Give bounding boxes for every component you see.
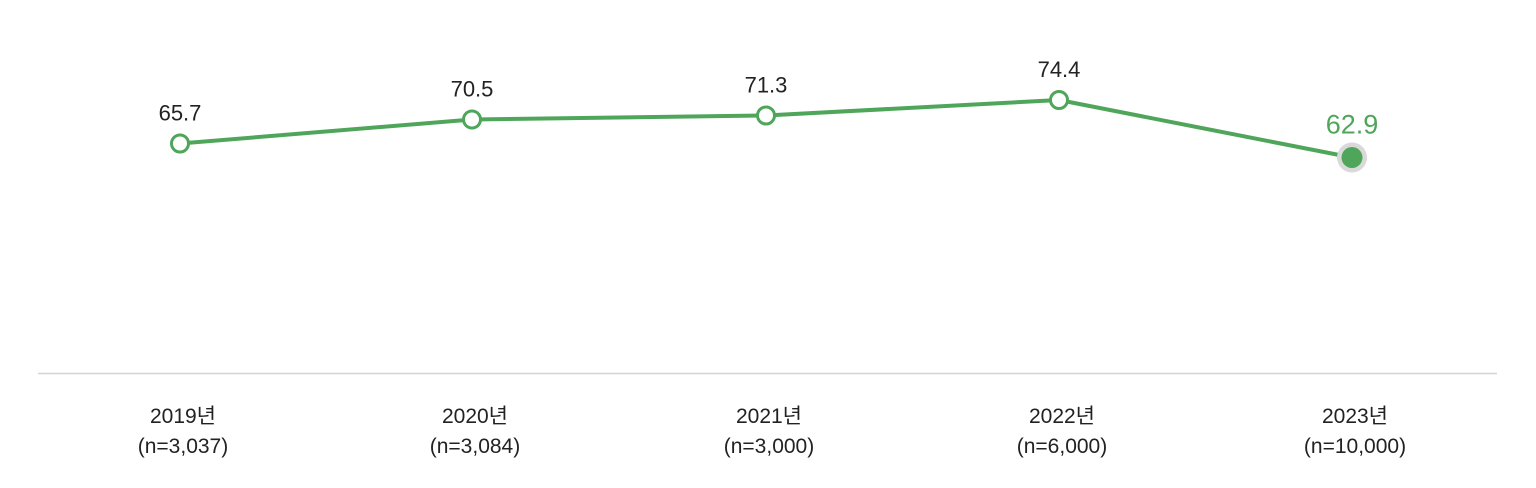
x-tick-label: 2022년 bbox=[1029, 405, 1095, 428]
x-axis-labels: 2019년 (n=3,037) 2020년 (n=3,084) 2021년 (n=3,00… bbox=[138, 405, 1406, 458]
x-tick-label: 2019년 bbox=[150, 405, 216, 428]
data-labels: 65.7 70.5 71.3 74.4 62.9 bbox=[159, 57, 1379, 140]
data-point bbox=[170, 133, 190, 154]
x-tick-sample-size: (n=3,084) bbox=[430, 435, 520, 458]
data-points bbox=[170, 90, 1367, 173]
data-point-highlight bbox=[1341, 147, 1363, 168]
data-label: 62.9 bbox=[1326, 110, 1379, 140]
x-tick-sample-size: (n=3,000) bbox=[724, 435, 814, 458]
x-tick-label: 2020년 bbox=[442, 405, 508, 428]
data-point bbox=[462, 109, 482, 130]
x-tick-label: 2023년 bbox=[1322, 405, 1388, 428]
x-tick-label: 2021년 bbox=[736, 405, 802, 428]
data-label: 70.5 bbox=[451, 77, 494, 102]
x-tick-sample-size: (n=6,000) bbox=[1017, 435, 1107, 458]
data-label: 71.3 bbox=[745, 73, 788, 98]
data-label: 74.4 bbox=[1038, 57, 1081, 82]
data-point bbox=[1049, 90, 1069, 110]
x-tick-sample-size: (n=10,000) bbox=[1304, 435, 1406, 458]
data-point bbox=[756, 105, 776, 126]
data-label: 65.7 bbox=[159, 101, 202, 126]
x-tick-sample-size: (n=3,037) bbox=[138, 435, 228, 458]
